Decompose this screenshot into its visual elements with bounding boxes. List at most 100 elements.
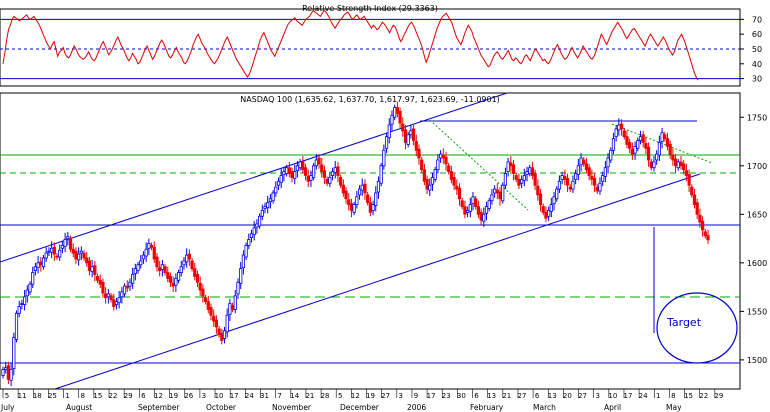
candle-body xyxy=(679,161,683,167)
candle-body xyxy=(528,167,532,174)
candle-body xyxy=(414,141,418,151)
x-day-label: 28 xyxy=(321,392,330,400)
x-month-label: July xyxy=(0,403,15,412)
candle-body xyxy=(336,166,340,176)
candle-body xyxy=(493,188,497,194)
price-tick-label: 1700 xyxy=(747,162,767,171)
candle-body xyxy=(263,206,267,209)
x-day-label: 25 xyxy=(48,392,57,400)
candle-body xyxy=(574,173,578,180)
candle-body xyxy=(9,369,13,381)
candle-body xyxy=(474,198,478,207)
candle-body xyxy=(436,159,440,171)
candle-body xyxy=(547,210,551,217)
price-panel: NASDAQ 100 (1,635.62, 1,637.70, 1,617.97… xyxy=(0,92,767,390)
candle-body xyxy=(74,250,78,260)
candle-body xyxy=(341,184,345,194)
x-day-label: 6 xyxy=(535,392,540,400)
candle-body xyxy=(565,178,570,186)
x-day-label: 10 xyxy=(215,392,224,400)
candle-body xyxy=(90,266,94,272)
candle-body xyxy=(579,157,583,166)
candle-body xyxy=(193,268,197,277)
candle-body xyxy=(428,184,432,191)
candle-body xyxy=(560,175,564,180)
rsi-level-lines xyxy=(0,18,740,80)
candle-body xyxy=(106,293,110,298)
candle-body xyxy=(706,235,710,241)
x-day-label: 9 xyxy=(414,392,418,400)
x-day-label: 6 xyxy=(474,392,479,400)
candle-body xyxy=(506,161,510,173)
candle-body xyxy=(287,167,291,174)
candle-body xyxy=(452,177,456,186)
candle-body xyxy=(312,165,316,178)
candle-body xyxy=(60,244,65,249)
candle-body xyxy=(576,165,580,175)
candle-body xyxy=(636,140,640,149)
candle-body xyxy=(268,198,273,203)
candle-body xyxy=(144,248,148,257)
candle-body xyxy=(673,158,678,167)
candle-body xyxy=(79,250,83,254)
x-day-label: 13 xyxy=(487,392,496,400)
candle-body xyxy=(417,148,421,159)
candle-body xyxy=(609,149,613,161)
candle-body xyxy=(622,130,626,138)
candle-body xyxy=(468,204,472,212)
candle-body xyxy=(274,186,278,194)
candle-body xyxy=(220,334,224,341)
candle-body xyxy=(23,296,27,305)
x-day-label: 8 xyxy=(80,392,84,400)
rsi-tick-label: 50 xyxy=(752,45,762,54)
candle-body xyxy=(293,171,297,179)
x-day-label: 17 xyxy=(230,392,239,400)
candle-body xyxy=(66,236,70,239)
rsi-tick-label: 70 xyxy=(752,15,762,24)
candle-body xyxy=(514,175,518,180)
candle-body xyxy=(98,279,102,285)
x-day-label: 5 xyxy=(5,392,9,400)
x-day-label: 20 xyxy=(563,392,572,400)
candle-body xyxy=(152,246,156,260)
candle-body xyxy=(279,175,283,183)
candle-body xyxy=(136,264,140,271)
candle-body xyxy=(549,204,553,212)
candle-body xyxy=(490,194,494,202)
candle-body xyxy=(168,276,173,283)
price-tick-label: 1650 xyxy=(747,210,767,219)
candle-body xyxy=(160,264,164,271)
candle-body xyxy=(230,305,235,310)
candle-body xyxy=(501,184,505,202)
candle-body xyxy=(687,174,691,186)
candle-body xyxy=(422,169,426,182)
candle-body xyxy=(176,272,181,281)
candle-body xyxy=(20,303,24,305)
candle-body xyxy=(82,252,86,259)
x-day-label: 27 xyxy=(578,392,587,400)
candle-body xyxy=(368,202,372,213)
candle-body xyxy=(592,178,597,186)
candle-body xyxy=(128,281,132,287)
x-axis: 5 11 18 25 1 8 15 22 29 6 12 19 26 3 10 17 24 31 7 14 21 28 5 1… xyxy=(0,388,740,412)
candle-body xyxy=(614,128,618,138)
candle-body xyxy=(290,171,294,178)
candle-body xyxy=(538,193,543,206)
candle-body xyxy=(584,163,589,171)
candle-body xyxy=(533,173,537,186)
candle-body xyxy=(195,274,200,283)
candle-body xyxy=(390,114,394,125)
candle-body xyxy=(487,200,491,209)
candle-body xyxy=(14,312,19,340)
rsi-tick-label: 40 xyxy=(752,60,762,69)
x-day-label: 7 xyxy=(277,392,281,400)
candle-body xyxy=(387,124,391,139)
candle-body xyxy=(282,171,286,175)
candle-body xyxy=(325,178,329,184)
target-label: Target xyxy=(666,316,702,329)
candle-body xyxy=(438,153,443,159)
candle-body xyxy=(47,250,51,253)
price-tick-label: 1550 xyxy=(747,307,767,316)
candle-body xyxy=(665,138,670,147)
